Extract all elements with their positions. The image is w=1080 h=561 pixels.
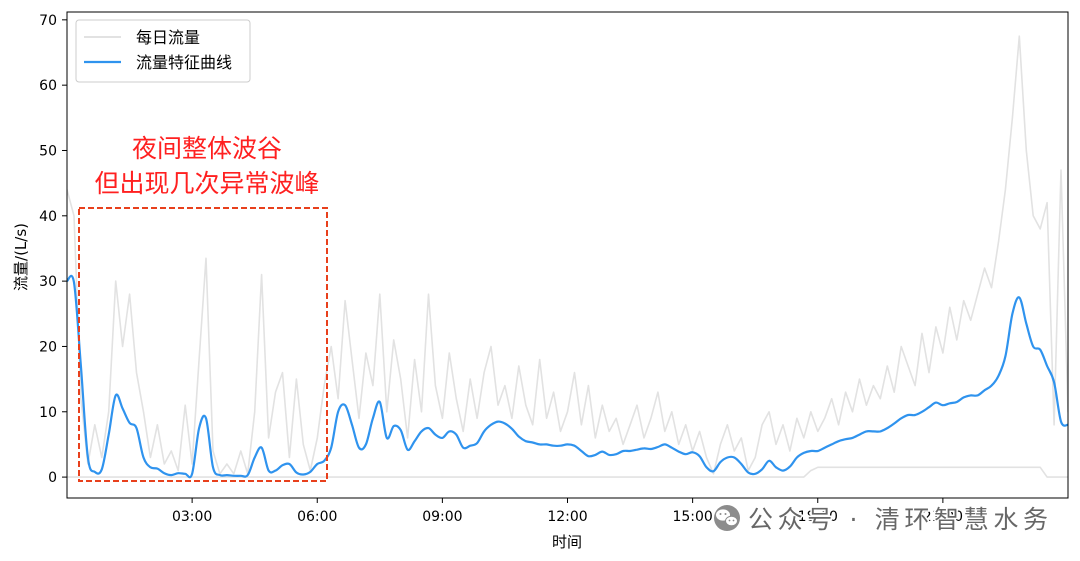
flow-feature-curve-line [67, 274, 1068, 479]
y-tick-label: 70 [39, 13, 57, 29]
legend-label-daily-flow: 每日流量 [136, 28, 200, 47]
watermark-text: 公众号 · 清环智慧水务 [748, 505, 1048, 534]
night-annotation: 夜间整体波谷 但出现几次异常波峰 [78, 134, 328, 482]
x-axis: 03:00 06:00 09:00 12:00 15:00 18:00 21:00 [172, 498, 963, 525]
daily-flow-line [67, 35, 1068, 475]
wechat-icon [714, 505, 740, 531]
series-layer [67, 35, 1068, 479]
y-tick-label: 20 [39, 339, 57, 355]
y-tick-label: 40 [39, 209, 57, 225]
y-tick-label: 60 [39, 78, 57, 94]
x-tick-label: 12:00 [547, 509, 587, 525]
x-tick-label: 15:00 [672, 509, 712, 525]
legend-label-feature-curve: 流量特征曲线 [136, 53, 232, 72]
y-tick-label: 30 [39, 274, 57, 290]
y-axis: 0 10 20 30 40 50 60 70 [39, 13, 67, 486]
x-tick-label: 18:00 [798, 509, 838, 525]
daily-flow-line-secondary [67, 466, 1068, 478]
y-tick-label: 0 [48, 470, 57, 486]
x-tick-label: 06:00 [297, 509, 337, 525]
annotation-dashed-box [78, 207, 328, 482]
annotation-text-line-2: 但出现几次异常波峰 [94, 169, 319, 198]
watermark: 公众号 · 清环智慧水务 [714, 504, 1050, 536]
annotation-text-line-1: 夜间整体波谷 [132, 134, 282, 163]
x-tick-label: 03:00 [172, 509, 212, 525]
x-axis-label: 时间 [552, 533, 582, 551]
y-axis-label: 流量/(L/s) [12, 223, 30, 291]
legend: 每日流量 流量特征曲线 [75, 19, 251, 83]
legend-box [75, 19, 251, 83]
plot-frame [66, 11, 1069, 499]
y-tick-label: 10 [39, 405, 57, 421]
x-tick-label: 21:00 [923, 509, 963, 525]
y-tick-label: 50 [39, 143, 57, 159]
x-tick-label: 09:00 [422, 509, 462, 525]
